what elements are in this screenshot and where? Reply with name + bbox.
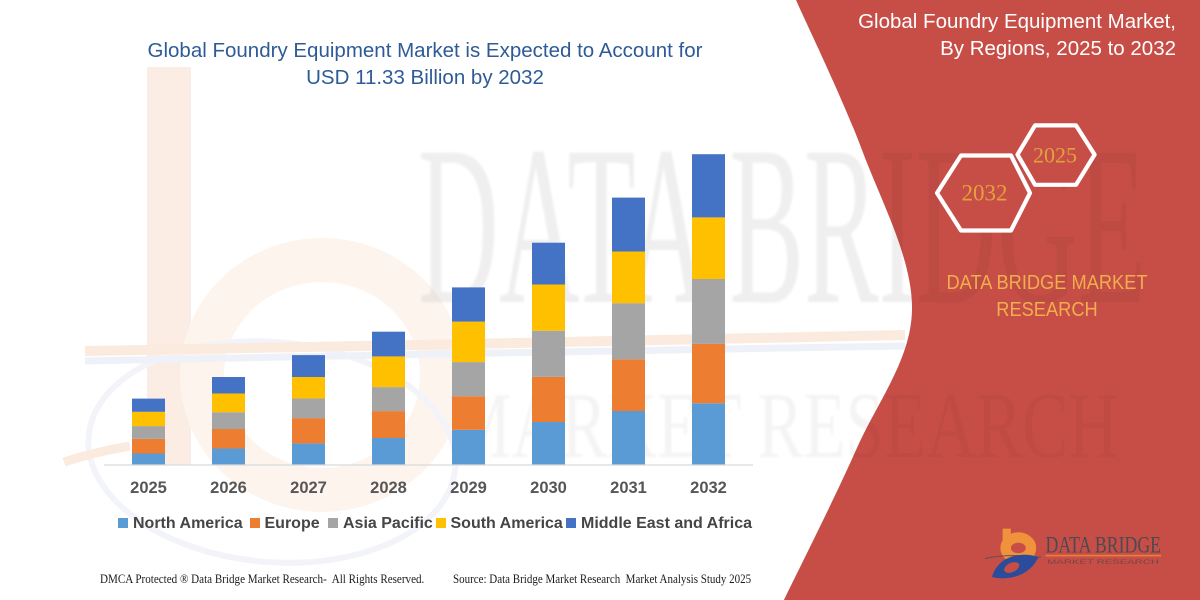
svg-text:MARKET RESEARCH: MARKET RESEARCH <box>1047 560 1159 566</box>
svg-text:DATA BRIDGE: DATA BRIDGE <box>1046 532 1162 557</box>
svg-text:2032: 2032 <box>962 181 1008 206</box>
svg-text:2025: 2025 <box>1033 143 1077 168</box>
